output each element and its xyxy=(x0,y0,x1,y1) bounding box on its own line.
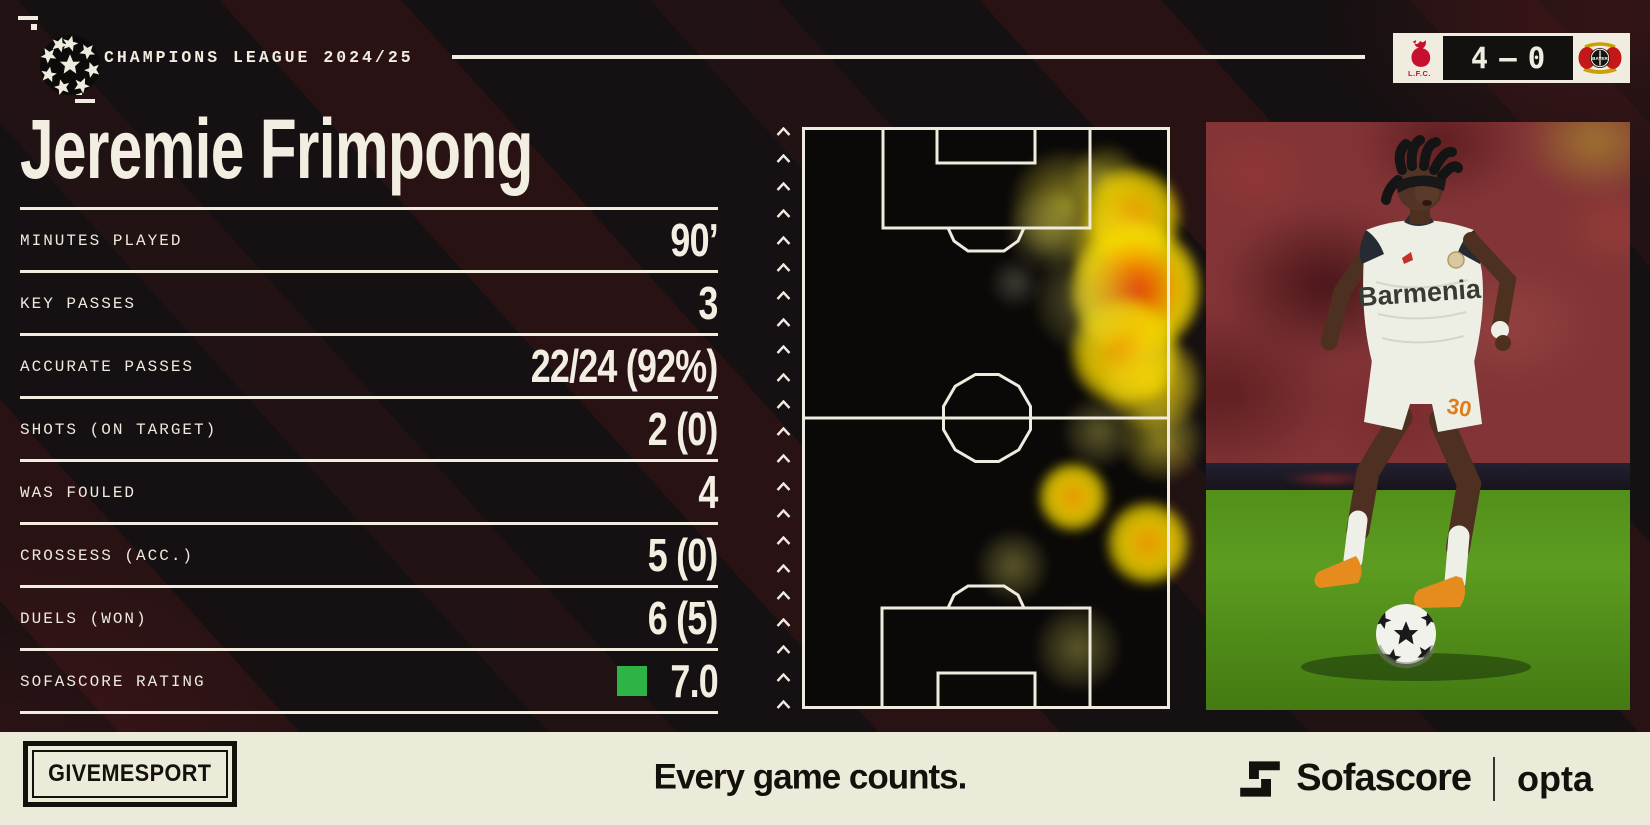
stat-row: ACCURATE PASSES 22/24 (92%) xyxy=(20,336,719,399)
stat-value: 90’ xyxy=(670,214,718,266)
stat-value: 4 xyxy=(698,466,719,518)
player-name: Jeremie Frimpong xyxy=(20,102,534,196)
home-score: 4 xyxy=(1470,41,1489,75)
heat-blob xyxy=(988,255,1043,310)
home-team-abbr: L.F.C. xyxy=(1408,69,1431,78)
stats-table: MINUTES PLAYED 90’ KEY PASSES 3 ACCURATE… xyxy=(20,207,719,714)
stat-value: 6 (5) xyxy=(648,592,719,644)
player-photo: 30 Barmenia xyxy=(1206,122,1630,710)
opta-wordmark: opta xyxy=(1517,757,1593,799)
stat-label: KEY PASSES xyxy=(20,295,137,313)
stat-row: KEY PASSES 3 xyxy=(20,273,719,336)
givemesport-wordmark: GIVEMESPORT xyxy=(48,760,212,787)
heat-blob xyxy=(1036,606,1120,690)
stat-value: 2 (0) xyxy=(648,403,719,455)
competition-label: CHAMPIONS LEAGUE 2024/25 xyxy=(104,48,414,67)
heat-blob xyxy=(1106,501,1190,585)
stat-label: DUELS (WON) xyxy=(20,610,148,628)
stat-row: SOFASCORE RATING 7.0 xyxy=(20,651,719,714)
givemesport-logo: GIVEMESPORT xyxy=(23,741,237,807)
rating-badge-icon xyxy=(617,666,648,696)
home-team-cell: L.F.C. xyxy=(1396,36,1443,80)
away-team-cell: BAYER xyxy=(1573,36,1627,80)
sofascore-wordmark: Sofascore xyxy=(1296,757,1472,799)
stat-row: WAS FOULED 4 xyxy=(20,462,719,525)
stat-value: 5 (0) xyxy=(648,529,719,581)
tagline: Every game counts. xyxy=(653,756,968,796)
scoreboard: L.F.C. 4 – 0 BAYER xyxy=(1393,33,1630,83)
away-score: 0 xyxy=(1527,41,1546,75)
heat-blob xyxy=(977,530,1048,601)
stat-label: SHOTS (ON TARGET) xyxy=(20,421,218,439)
stat-label: SOFASCORE RATING xyxy=(20,673,206,691)
score: 4 – 0 xyxy=(1443,36,1573,80)
ucl-starball-icon xyxy=(37,33,102,96)
stat-row: CROSSESS (ACC.) 5 (0) xyxy=(20,525,719,588)
provider-divider xyxy=(1493,756,1495,801)
stat-value: 3 xyxy=(698,277,719,329)
stat-label: ACCURATE PASSES xyxy=(20,358,195,376)
away-crest-text: BAYER xyxy=(1592,56,1608,61)
direction-arrows-icon xyxy=(775,127,791,709)
stat-label: MINUTES PLAYED xyxy=(20,232,183,250)
data-providers: Sofascore opta xyxy=(1238,732,1593,825)
stat-value: 7.0 xyxy=(670,655,718,707)
shirt-number: 30 xyxy=(1445,393,1473,422)
heatmap-layer xyxy=(802,127,1203,709)
liverpool-crest-icon xyxy=(1410,40,1430,67)
heat-blob xyxy=(1037,462,1108,533)
heatmap-pitch xyxy=(802,127,1203,709)
stat-value: 22/24 (92%) xyxy=(531,340,719,392)
player-illustration: 30 Barmenia xyxy=(1301,135,1531,681)
heat-blob xyxy=(1033,245,1142,354)
crop-mark-top-left-icon xyxy=(18,16,38,33)
stat-row: MINUTES PLAYED 90’ xyxy=(20,210,719,273)
score-separator: – xyxy=(1499,41,1517,75)
header-rule xyxy=(452,55,1365,59)
sofascore-icon xyxy=(1240,760,1281,797)
pitch-markings xyxy=(802,127,1170,709)
stat-label: WAS FOULED xyxy=(20,484,137,502)
footer-bar: GIVEMESPORT Every game counts. Sofascore… xyxy=(0,732,1650,825)
stat-row: SHOTS (ON TARGET) 2 (0) xyxy=(20,399,719,462)
leverkusen-crest-icon: BAYER xyxy=(1578,42,1622,74)
heat-blob xyxy=(1063,396,1135,468)
stat-label: CROSSESS (ACC.) xyxy=(20,547,195,565)
stat-row: DUELS (WON) 6 (5) xyxy=(20,588,719,651)
heat-blob xyxy=(1121,399,1203,481)
